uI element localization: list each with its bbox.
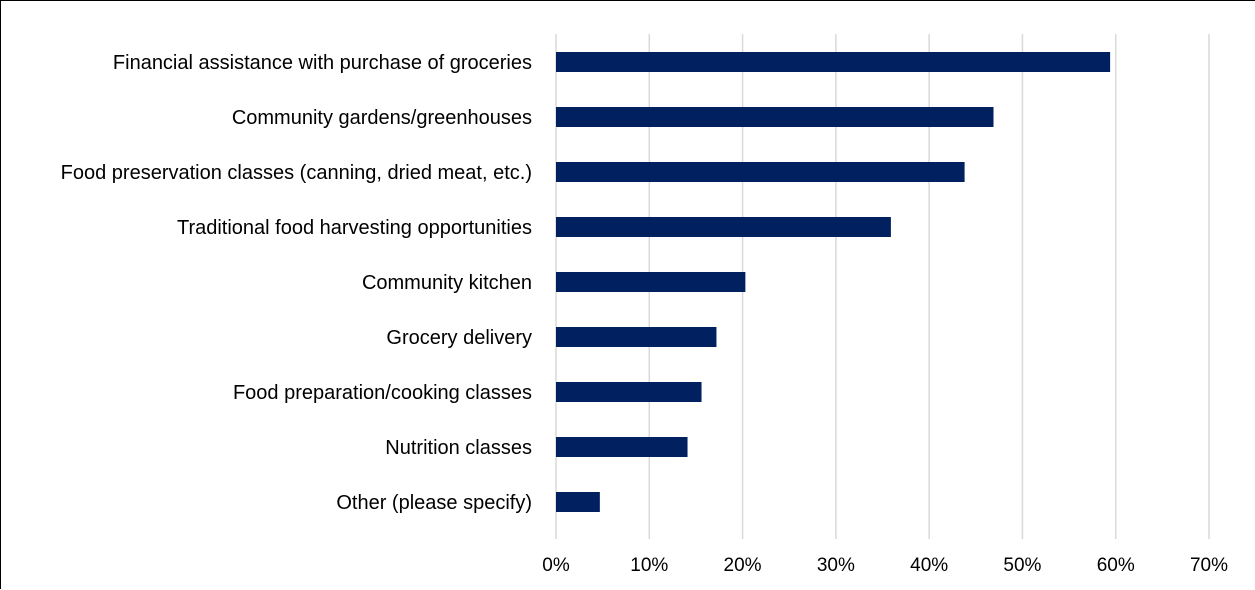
- x-tick-label: 50%: [1003, 555, 1041, 576]
- x-tick-label: 10%: [630, 555, 668, 576]
- bar: [556, 52, 1111, 72]
- bar: [556, 217, 891, 237]
- bar: [556, 327, 717, 347]
- bar: [556, 382, 702, 402]
- bars: [556, 52, 1111, 512]
- x-tick-label: 70%: [1190, 555, 1228, 576]
- x-tick-label: 30%: [817, 555, 855, 576]
- bar: [556, 162, 965, 182]
- x-axis-tick-labels: 0% 10% 20% 30% 40% 50% 60% 70%: [542, 555, 1228, 576]
- x-tick-label: 60%: [1097, 555, 1135, 576]
- category-label: Community kitchen: [362, 272, 532, 294]
- x-tick-label: 0%: [542, 555, 570, 576]
- category-label: Financial assistance with purchase of gr…: [113, 52, 532, 74]
- category-label: Traditional food harvesting opportunitie…: [177, 217, 532, 239]
- bar: [556, 437, 688, 457]
- bar: [556, 107, 994, 127]
- bar: [556, 272, 746, 292]
- category-label: Grocery delivery: [386, 327, 532, 349]
- category-label: Food preservation classes (canning, drie…: [61, 162, 532, 184]
- bar: [556, 492, 600, 512]
- category-label: Other (please specify): [336, 492, 532, 514]
- x-tick-label: 40%: [910, 555, 948, 576]
- category-label: Nutrition classes: [385, 437, 532, 459]
- x-tick-label: 20%: [724, 555, 762, 576]
- category-labels: Financial assistance with purchase of gr…: [61, 52, 532, 514]
- category-label: Food preparation/cooking classes: [233, 382, 532, 404]
- category-label: Community gardens/greenhouses: [232, 107, 532, 129]
